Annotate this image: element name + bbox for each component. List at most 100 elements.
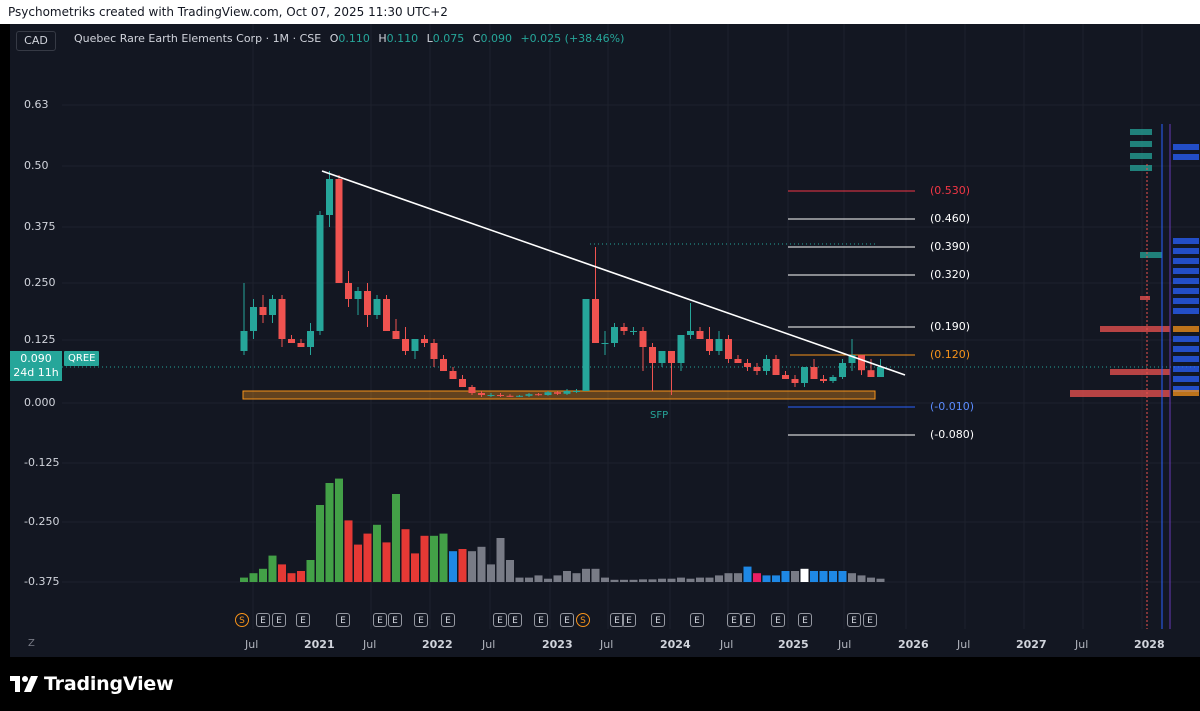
y-axis-label: -0.125	[24, 456, 60, 469]
candle-body	[430, 343, 438, 359]
sfp-annotation: SFP	[650, 410, 669, 421]
volume-bar	[705, 577, 714, 582]
indicator-box	[1173, 278, 1199, 284]
change-value: +0.025 (+38.46%)	[520, 32, 625, 45]
candle-body	[649, 347, 656, 363]
brand-name: TradingView	[44, 673, 174, 695]
candle-body	[592, 299, 599, 343]
candle-body	[345, 283, 352, 299]
earnings-event-icon[interactable]: E	[560, 613, 574, 627]
x-axis-label: Jul	[363, 638, 377, 651]
earnings-event-icon[interactable]: E	[622, 613, 636, 627]
footer: TradingView	[0, 657, 1200, 711]
indicator-box	[1110, 369, 1170, 375]
earnings-event-icon[interactable]: E	[741, 613, 755, 627]
earnings-event-icon[interactable]: E	[336, 613, 350, 627]
candle-body	[753, 367, 761, 371]
earnings-event-icon[interactable]: E	[493, 613, 507, 627]
earnings-event-icon[interactable]: E	[863, 613, 877, 627]
earnings-event-icon[interactable]: E	[272, 613, 286, 627]
earnings-event-icon[interactable]: E	[256, 613, 270, 627]
price-chart[interactable]	[10, 24, 1200, 657]
earnings-event-icon[interactable]: E	[651, 613, 665, 627]
indicator-box	[1173, 268, 1199, 274]
interval[interactable]: 1M	[272, 32, 290, 45]
volume-bar	[259, 568, 267, 582]
x-axis-label: Jul	[720, 638, 734, 651]
candle-body	[820, 379, 827, 381]
earnings-event-icon[interactable]: E	[388, 613, 402, 627]
high-label: H	[378, 32, 387, 45]
earnings-event-icon[interactable]: E	[508, 613, 522, 627]
split-event-icon[interactable]: S	[576, 613, 590, 627]
candle-body	[335, 179, 343, 283]
x-axis-label: Jul	[245, 638, 259, 651]
chart-header: Psychometriks created with TradingView.c…	[0, 0, 1200, 24]
indicator-box	[1173, 386, 1199, 392]
earnings-event-icon[interactable]: E	[534, 613, 548, 627]
countdown: 24d 11h	[13, 366, 59, 379]
volume-bar	[734, 573, 742, 582]
earnings-event-icon[interactable]: E	[296, 613, 310, 627]
candle-body	[411, 339, 419, 351]
volume-bar	[829, 571, 837, 582]
volume-bar	[620, 579, 628, 582]
candle-body	[715, 339, 723, 351]
candle-body	[297, 343, 305, 347]
x-axis-label: Jul	[838, 638, 852, 651]
volume-bar	[677, 577, 685, 582]
candle-body	[677, 335, 685, 363]
earnings-event-icon[interactable]: E	[727, 613, 741, 627]
volume-bar	[354, 544, 362, 582]
indicator-box	[1173, 248, 1199, 254]
exchange: CSE	[299, 32, 322, 45]
candle-body	[440, 359, 447, 371]
close-value: 0.090	[480, 32, 512, 45]
price-tag: 0.090 24d 11h	[10, 351, 62, 381]
volume-bar	[297, 571, 305, 582]
tradingview-icon	[10, 676, 38, 692]
split-event-icon[interactable]: S	[235, 613, 249, 627]
x-axis-label: Jul	[482, 638, 496, 651]
volume-bar	[781, 571, 790, 582]
candle-body	[696, 331, 704, 339]
volume-bar	[553, 575, 562, 582]
close-label: C	[472, 32, 481, 45]
earnings-event-icon[interactable]: E	[847, 613, 861, 627]
volume-bar	[857, 575, 866, 582]
candle-body	[364, 291, 371, 315]
candle-body	[829, 377, 837, 381]
candle-body	[791, 379, 799, 383]
indicator-box	[1173, 326, 1199, 332]
y-axis-label: 0.000	[24, 396, 56, 409]
x-axis-label: Jul	[957, 638, 971, 651]
earnings-event-icon[interactable]: E	[690, 613, 704, 627]
earnings-event-icon[interactable]: E	[610, 613, 624, 627]
indicator-box	[1173, 346, 1199, 352]
tradingview-logo[interactable]: TradingView	[10, 671, 174, 697]
candle-body	[402, 339, 409, 351]
volume-bar	[601, 577, 609, 582]
earnings-event-icon[interactable]: E	[441, 613, 455, 627]
indicator-box	[1173, 288, 1199, 294]
volume-bar	[401, 529, 410, 582]
volume-bar	[344, 520, 353, 582]
candle-body	[516, 395, 523, 397]
volume-bar	[411, 553, 419, 582]
symbol-name[interactable]: Quebec Rare Earth Elements Corp	[74, 32, 263, 45]
zoom-button[interactable]: Z	[28, 638, 35, 649]
volume-bar	[496, 538, 505, 582]
currency-button[interactable]: CAD	[16, 31, 56, 51]
symbol-legend: Quebec Rare Earth Elements Corp · 1M · C…	[74, 32, 625, 45]
earnings-event-icon[interactable]: E	[373, 613, 387, 627]
earnings-event-icon[interactable]: E	[414, 613, 428, 627]
candle-body	[421, 339, 428, 343]
candle-body	[582, 299, 590, 391]
chart-panel[interactable]: CAD Quebec Rare Earth Elements Corp · 1M…	[10, 24, 1200, 657]
indicator-box	[1173, 298, 1199, 304]
candle-body	[240, 331, 248, 351]
candle-body	[877, 367, 884, 377]
earnings-event-icon[interactable]: E	[771, 613, 785, 627]
volume-bar	[582, 568, 590, 582]
earnings-event-icon[interactable]: E	[798, 613, 812, 627]
